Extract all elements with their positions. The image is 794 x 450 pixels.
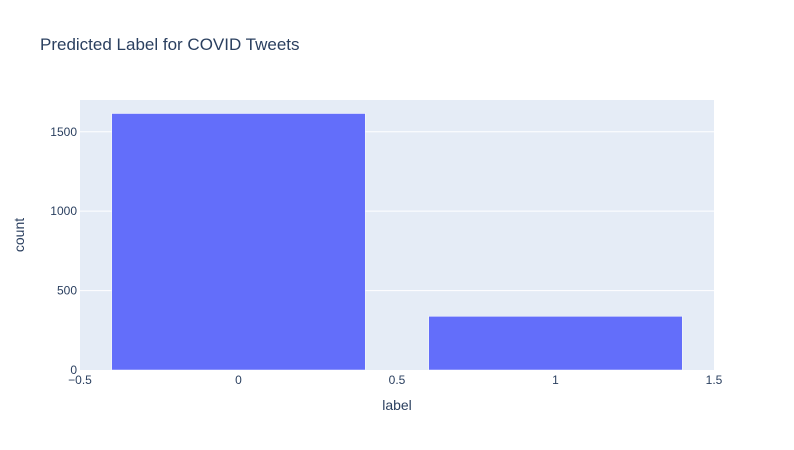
chart-title: Predicted Label for COVID Tweets bbox=[40, 35, 300, 54]
y-axis-ticks: 0 500 1000 1500 bbox=[50, 125, 77, 377]
bar[interactable] bbox=[428, 316, 683, 371]
bars bbox=[111, 113, 683, 371]
x-axis-title: label bbox=[382, 397, 412, 413]
y-tick-label: 500 bbox=[57, 284, 77, 298]
x-tick-label: −0.5 bbox=[68, 373, 92, 387]
x-tick-label: 0 bbox=[235, 373, 242, 387]
x-tick-label: 0.5 bbox=[389, 373, 406, 387]
y-tick-label: 0 bbox=[70, 363, 77, 377]
y-axis-title: count bbox=[11, 218, 27, 252]
x-tick-label: 1.5 bbox=[706, 373, 723, 387]
bar[interactable] bbox=[111, 113, 366, 371]
x-axis-ticks: −0.5 0 0.5 1 1.5 bbox=[68, 373, 723, 387]
y-tick-label: 1500 bbox=[50, 125, 77, 139]
x-tick-label: 1 bbox=[552, 373, 559, 387]
y-tick-label: 1000 bbox=[50, 204, 77, 218]
